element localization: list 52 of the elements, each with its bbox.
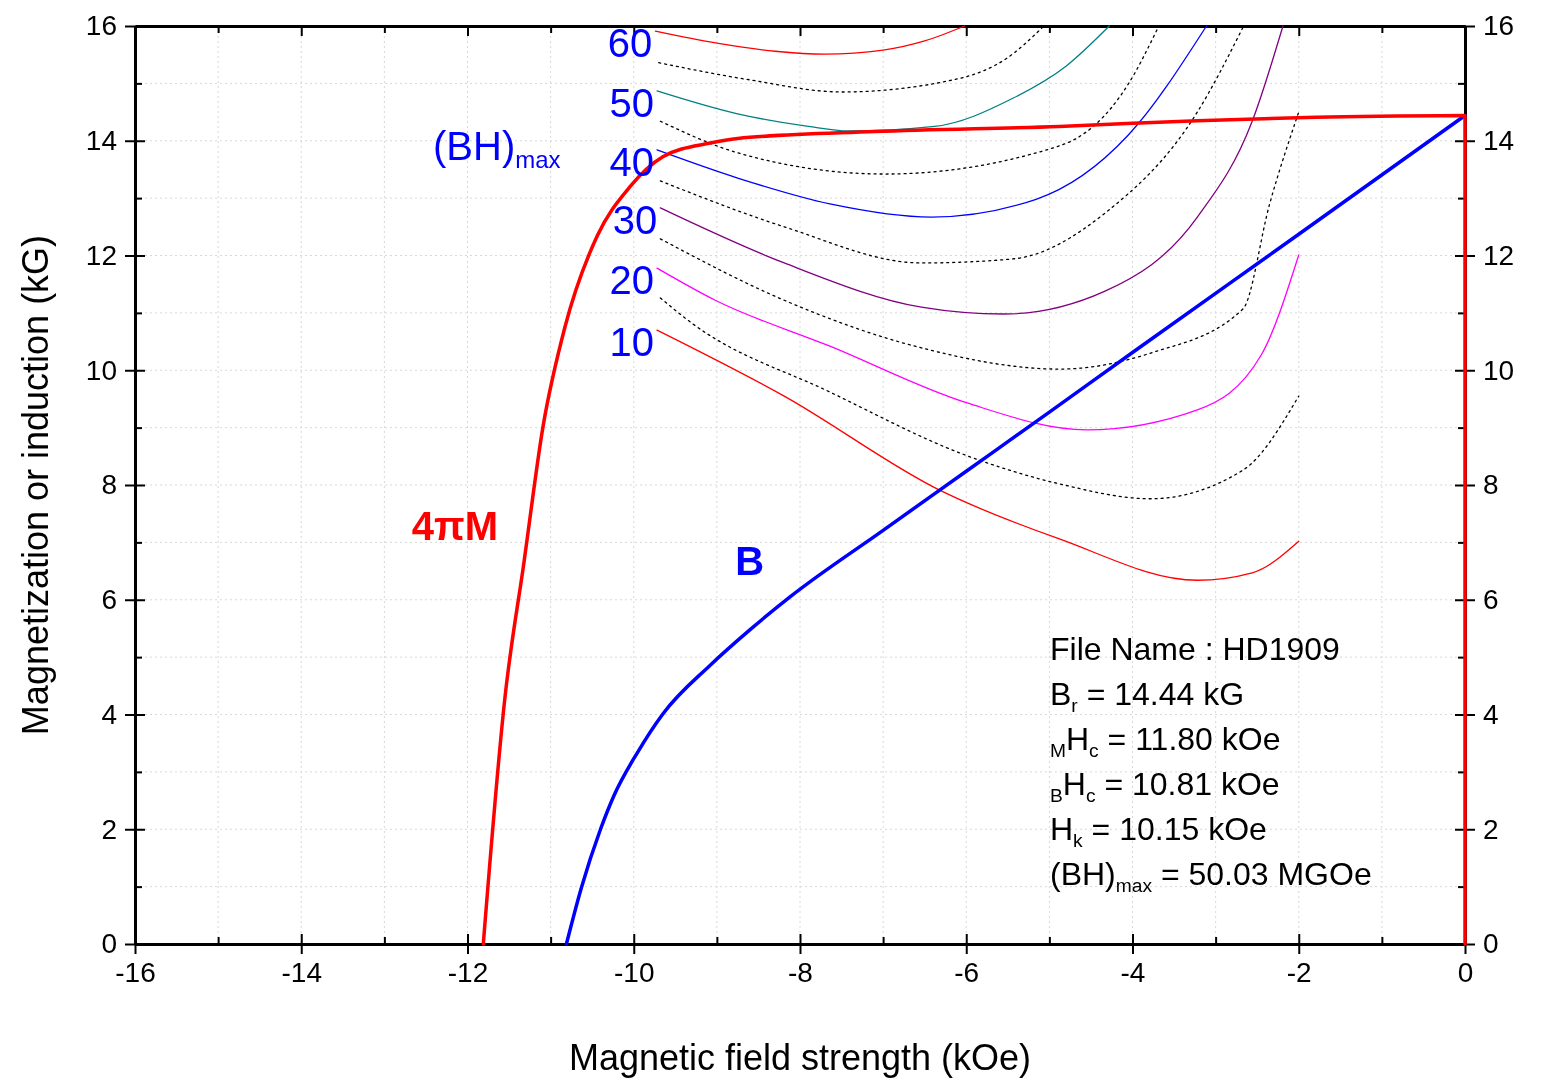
annotation: 50 (609, 80, 655, 125)
series-label: B (735, 538, 765, 583)
x-tick-label: -16 (115, 956, 156, 988)
x-tick-label: -8 (788, 956, 813, 988)
annotation: 60 (607, 21, 653, 66)
annotation: B$_{r}$ = 14.44 kG (1050, 676, 1245, 716)
line-series (656, 329, 1300, 581)
y-tick-label: 4 (101, 698, 117, 730)
annotation: (BH)$_{max}$ = 50.03 MGOe (1050, 856, 1372, 896)
y2-tick-label: 16 (1483, 10, 1515, 42)
x-tick-label: 0 (1457, 956, 1474, 988)
annotation: 10 (609, 320, 655, 365)
y2-tick-label: 8 (1483, 469, 1499, 501)
x-tick-label: -6 (954, 956, 980, 988)
line-series (656, 25, 1110, 132)
line-series (659, 25, 1284, 315)
y2-tick-label: 2 (1483, 813, 1499, 845)
y-tick-label: 2 (101, 813, 117, 845)
annotation: $_{B}$H$_{c}$ = 10.81 kOe (1050, 766, 1280, 806)
y2-tick-label: 4 (1483, 698, 1499, 730)
y2-tick-label: 14 (1483, 125, 1515, 157)
line-series (659, 111, 1300, 370)
y-tick-label: 16 (85, 10, 117, 42)
x-tick-label: -4 (1120, 956, 1146, 988)
y2-tick-label: 0 (1483, 928, 1499, 960)
y-tick-label: 10 (85, 354, 117, 386)
annotation: File Name : HD1909 (1050, 631, 1340, 667)
annotation: 40 (609, 139, 655, 184)
annotation: H$_{k}$ = 10.15 kOe (1050, 811, 1267, 851)
y-tick-label: 8 (101, 469, 117, 501)
series-label: 4πM (411, 503, 499, 548)
x-tick-label: -14 (281, 956, 322, 988)
annotation: $_{M}$H$_{c}$ = 11.80 kOe (1050, 721, 1281, 761)
annotation: 20 (609, 258, 655, 303)
y-tick-label: 0 (101, 928, 117, 960)
x-axis-title: Magnetic field strength (kOe) (568, 1037, 1032, 1078)
y2-tick-label: 10 (1483, 354, 1515, 386)
y-tick-label: 14 (85, 125, 117, 157)
line-series (659, 297, 1300, 500)
annotation: (BH)$_{max}$ (433, 124, 561, 174)
y-tick-label: 6 (101, 584, 117, 616)
y-tick-label: 12 (85, 239, 117, 271)
y2-tick-label: 12 (1483, 239, 1515, 271)
x-tick-label: -2 (1286, 956, 1312, 988)
annotation: 30 (612, 197, 658, 242)
line-series (654, 25, 966, 55)
y-axis-title: Magnetization or induction (kG) (15, 234, 56, 736)
line-series (656, 254, 1300, 431)
x-tick-label: -10 (614, 956, 655, 988)
x-tick-label: -12 (447, 956, 489, 988)
y2-tick-label: 6 (1483, 584, 1499, 616)
line-series (656, 25, 1208, 218)
